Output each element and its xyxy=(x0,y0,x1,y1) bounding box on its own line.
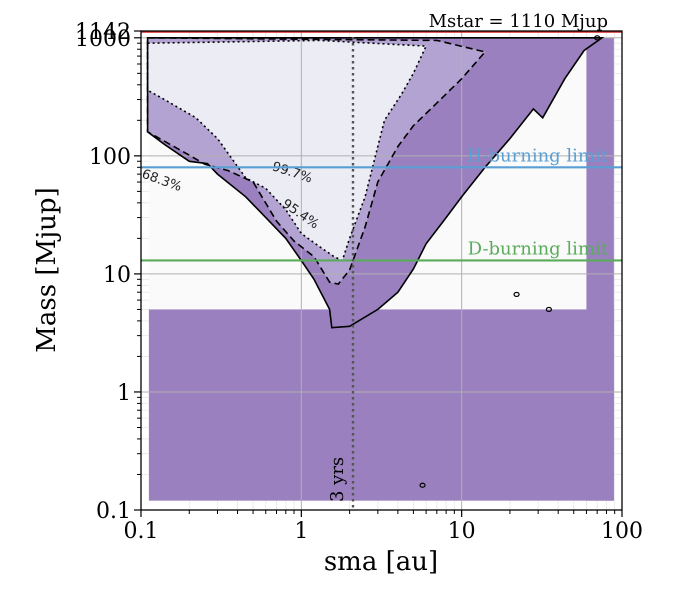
y-tick-label: 0.1 xyxy=(96,499,131,524)
contour-line-68.3% xyxy=(146,37,605,329)
x-tick-label: 100 xyxy=(601,519,643,544)
stellar-mass-annotation: Mstar = 1110 Mjup xyxy=(429,11,608,32)
contour-island xyxy=(545,306,552,313)
y-axis-label: Mass [Mjup] xyxy=(32,187,62,352)
y-tick-label: 1142 xyxy=(75,20,131,45)
contour-fills xyxy=(147,37,614,501)
reference-line-label: D-burning limit xyxy=(468,238,609,259)
x-axis-label: sma [au] xyxy=(324,547,438,577)
contour-fill-inner-99.7% xyxy=(147,40,427,261)
x-axis-ticks: 0.1 1 10 100 xyxy=(124,510,643,544)
contour-line-99.7% xyxy=(146,39,428,262)
contour-island xyxy=(419,482,426,488)
x-tick-label: 10 xyxy=(448,519,476,544)
y-tick-label: 1 xyxy=(117,381,131,406)
contour-island xyxy=(594,35,601,41)
reference-line-label: H-burning limit xyxy=(467,145,609,166)
y-tick-label: 10 xyxy=(103,263,131,288)
reference-lines: H-burning limit D-burning limit 3 yrs xyxy=(141,31,622,510)
x-tick-label: 1 xyxy=(294,519,308,544)
y-tick-label: 100 xyxy=(89,145,131,170)
plot-frame xyxy=(140,30,623,511)
contour-island xyxy=(513,291,520,298)
y-tick-label: 1000 xyxy=(75,27,131,52)
fill-lower-region xyxy=(148,309,614,501)
plot-border xyxy=(140,30,623,511)
x-tick-label: 0.1 xyxy=(124,519,159,544)
period-label: 3 yrs xyxy=(327,457,348,502)
